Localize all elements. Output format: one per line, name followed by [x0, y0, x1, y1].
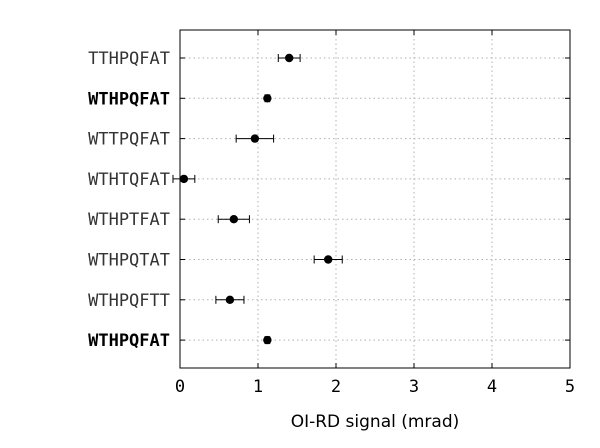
category-label: WTHPTFAT — [88, 210, 170, 230]
data-point — [263, 94, 272, 103]
grid — [180, 30, 570, 368]
x-tick-label: 3 — [409, 377, 419, 397]
category-label: WTHPQTAT — [88, 251, 170, 271]
category-label: WTTPQFAT — [88, 130, 170, 150]
x-tick-label: 5 — [565, 377, 575, 397]
category-label: WTHTQFAT — [88, 170, 170, 190]
plot-frame — [179, 29, 571, 369]
category-label: WTHPQFTT — [88, 291, 170, 311]
category-label: WTHPQFAT — [88, 331, 170, 351]
data-point — [324, 255, 333, 264]
axis-ticks — [179, 30, 571, 368]
category-label: TTHPQFAT — [88, 49, 170, 69]
data-point — [225, 295, 235, 304]
data-points — [172, 53, 343, 345]
x-tick-labels: 0 1 2 3 4 5 — [175, 377, 575, 397]
x-axis-title: OI-RD signal (mrad) — [291, 412, 460, 432]
data-point — [229, 215, 239, 224]
x-tick-label: 2 — [331, 377, 341, 397]
category-labels: TTHPQFAT WTHPQFAT WTTPQFAT WTHTQFAT WTHPTFAT… — [88, 49, 170, 351]
x-tick-label: 0 — [175, 377, 185, 397]
data-point — [250, 134, 260, 143]
data-point — [179, 174, 189, 184]
data-point — [263, 335, 272, 345]
category-label: WTHPQFAT — [88, 89, 170, 109]
x-tick-label: 4 — [487, 377, 497, 397]
x-tick-label: 1 — [253, 377, 263, 397]
data-point — [285, 53, 294, 63]
